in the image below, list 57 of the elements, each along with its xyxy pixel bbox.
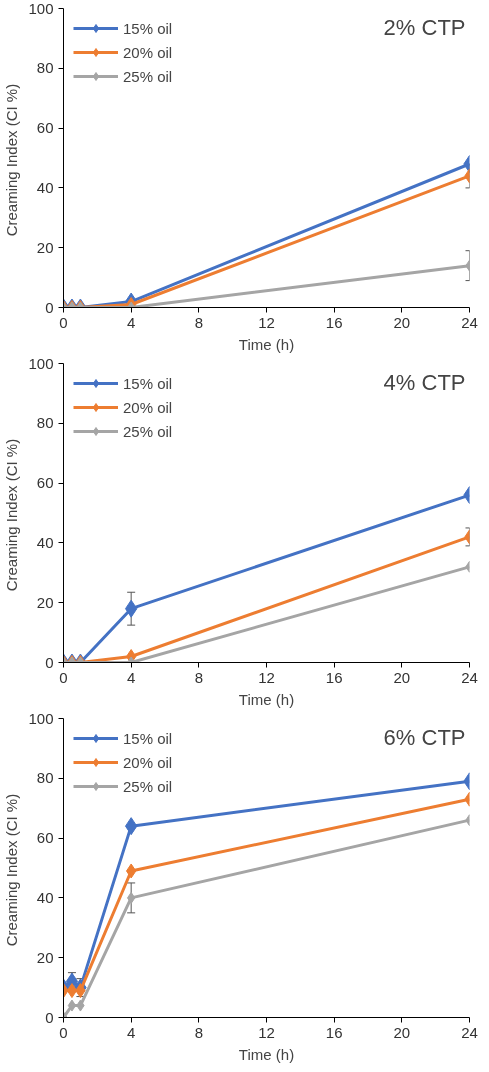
x-tick-label: 20 (393, 313, 411, 331)
x-tick-label: 8 (194, 1023, 204, 1041)
x-axis-title: Time (h) (238, 1045, 295, 1063)
x-tick-label: 8 (194, 668, 204, 686)
y-tick-label: 40 (36, 888, 54, 906)
y-tick-label: 60 (36, 119, 54, 137)
y-tick-label: 100 (28, 709, 54, 727)
x-tick-label: 0 (59, 313, 68, 331)
x-tick-label: 24 (461, 668, 478, 686)
y-tick-label: 80 (36, 414, 54, 432)
y-tick-label: 20 (36, 593, 54, 611)
y-tick-label: 40 (36, 178, 54, 196)
x-tick-label: 4 (127, 1023, 136, 1041)
x-tick-label: 0 (59, 668, 68, 686)
chart-title: 4% CTP (383, 369, 466, 395)
x-tick-label: 24 (461, 1023, 478, 1041)
y-tick-label: 100 (28, 354, 54, 372)
x-axis-title: Time (h) (238, 335, 295, 353)
legend-label: 15% oil (123, 374, 173, 392)
x-tick-label: 8 (194, 313, 204, 331)
y-tick-label: 80 (36, 59, 54, 77)
x-tick-label: 12 (258, 668, 275, 686)
y-axis-title: Creaming Index (CI %) (3, 83, 21, 237)
legend-label: 15% oil (123, 729, 173, 747)
x-tick-label: 0 (59, 1023, 68, 1041)
legend-label: 20% oil (123, 398, 173, 416)
y-tick-label: 40 (36, 533, 54, 551)
x-axis-title: Time (h) (238, 690, 295, 708)
x-tick-label: 12 (258, 1023, 275, 1041)
chart-title: 2% CTP (383, 14, 466, 40)
x-tick-label: 16 (325, 313, 343, 331)
legend-label: 25% oil (123, 422, 173, 440)
y-axis-title: Creaming Index (CI %) (3, 793, 21, 947)
y-tick-label: 20 (36, 948, 54, 966)
y-tick-label: 60 (36, 474, 54, 492)
y-tick-label: 20 (36, 238, 54, 256)
y-tick-label: 0 (45, 298, 54, 316)
x-tick-label: 20 (393, 1023, 411, 1041)
legend-label: 20% oil (123, 43, 173, 61)
x-tick-label: 4 (127, 668, 136, 686)
x-tick-label: 4 (127, 313, 136, 331)
y-tick-label: 80 (36, 769, 54, 787)
y-tick-label: 0 (45, 653, 54, 671)
legend-label: 20% oil (123, 753, 173, 771)
x-tick-label: 24 (461, 313, 478, 331)
x-tick-label: 16 (325, 668, 343, 686)
legend-label: 25% oil (123, 67, 173, 85)
chart-title: 6% CTP (383, 724, 466, 750)
y-tick-label: 60 (36, 829, 54, 847)
legend-label: 25% oil (123, 777, 173, 795)
y-tick-label: 0 (45, 1008, 54, 1026)
y-axis-title: Creaming Index (CI %) (3, 438, 21, 592)
legend-label: 15% oil (123, 19, 173, 37)
x-tick-label: 12 (258, 313, 275, 331)
x-tick-label: 16 (325, 1023, 343, 1041)
x-tick-label: 20 (393, 668, 411, 686)
y-tick-label: 100 (28, 0, 54, 17)
